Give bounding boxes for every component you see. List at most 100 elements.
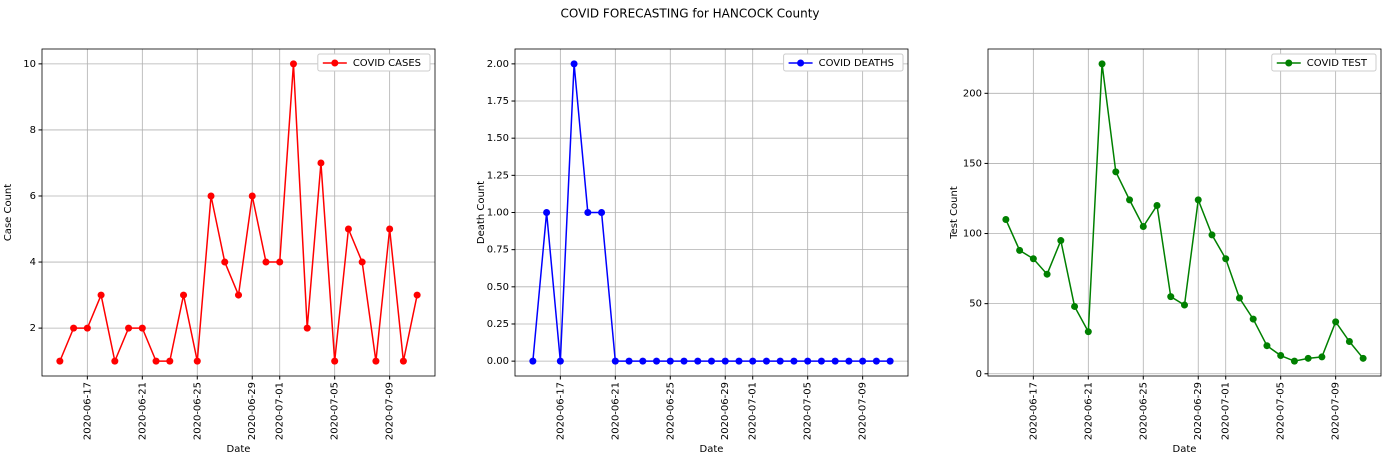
data-point bbox=[331, 357, 339, 365]
x-tick-label: 2020-06-21 bbox=[137, 382, 148, 440]
data-point bbox=[1167, 293, 1175, 301]
y-tick-label: 2 bbox=[30, 323, 36, 334]
x-tick-label: 2020-07-05 bbox=[803, 382, 814, 440]
data-point bbox=[399, 357, 407, 365]
plot-frame bbox=[987, 48, 1382, 377]
data-point bbox=[166, 357, 174, 365]
x-tick-label: 2020-06-29 bbox=[720, 382, 731, 440]
legend: COVID DEATHS bbox=[783, 53, 904, 72]
y-axis-label: Case Count bbox=[3, 184, 14, 241]
data-point bbox=[1345, 338, 1353, 346]
data-point bbox=[1208, 231, 1216, 239]
data-point bbox=[152, 357, 160, 365]
y-tick-label: 0.50 bbox=[487, 282, 509, 293]
data-point bbox=[1181, 301, 1188, 309]
y-tick-label: 6 bbox=[30, 191, 36, 202]
y-tick-label: 150 bbox=[963, 158, 982, 169]
data-point bbox=[817, 357, 825, 365]
data-line bbox=[1005, 63, 1364, 362]
x-tick-label: 2020-06-21 bbox=[610, 382, 621, 440]
data-point bbox=[1194, 196, 1202, 204]
data-point bbox=[1235, 294, 1243, 302]
data-point bbox=[1029, 255, 1037, 263]
y-tick-label: 4 bbox=[30, 257, 36, 268]
legend-label: COVID DEATHS bbox=[819, 58, 894, 69]
x-tick-label: 2020-06-25 bbox=[1138, 382, 1149, 440]
x-tick-label: 2020-07-09 bbox=[385, 382, 396, 440]
data-point bbox=[1112, 168, 1120, 176]
data-point bbox=[344, 225, 352, 233]
legend-marker bbox=[331, 59, 339, 67]
data-point bbox=[611, 357, 619, 365]
data-point bbox=[1002, 216, 1010, 224]
data-point bbox=[372, 357, 380, 365]
data-point bbox=[1016, 246, 1024, 254]
legend: COVID CASES bbox=[317, 53, 431, 72]
x-axis-label: Date bbox=[700, 444, 724, 455]
y-tick-label: 0.00 bbox=[487, 356, 509, 367]
data-point bbox=[529, 357, 537, 365]
legend-marker bbox=[1285, 59, 1293, 67]
data-point bbox=[248, 192, 256, 200]
data-point bbox=[886, 357, 894, 365]
data-point bbox=[625, 357, 633, 365]
data-point bbox=[584, 209, 592, 216]
x-tick-label: 2020-06-25 bbox=[192, 382, 203, 440]
data-point bbox=[859, 357, 867, 365]
data-point bbox=[543, 209, 551, 216]
y-tick-label: 0.25 bbox=[487, 319, 509, 330]
data-point bbox=[235, 291, 242, 299]
y-tick-label: 8 bbox=[30, 125, 36, 136]
data-point bbox=[56, 357, 64, 365]
data-point bbox=[193, 357, 201, 365]
y-tick-label: 1.50 bbox=[487, 133, 509, 144]
legend-box bbox=[1271, 53, 1377, 72]
data-point bbox=[386, 225, 394, 233]
figure-title: COVID FORECASTING for HANCOCK County bbox=[561, 7, 820, 21]
y-axis-label: Test Count bbox=[949, 186, 960, 240]
plot-frame bbox=[514, 48, 909, 377]
data-point bbox=[1263, 342, 1271, 350]
x-tick-label: 2020-06-21 bbox=[1083, 382, 1094, 440]
data-point bbox=[1304, 354, 1312, 362]
x-tick-label: 2020-07-05 bbox=[1276, 382, 1287, 440]
data-point bbox=[138, 324, 146, 332]
x-tick-label: 2020-07-05 bbox=[330, 382, 341, 440]
data-point bbox=[413, 291, 421, 299]
x-tick-label: 2020-06-17 bbox=[555, 382, 566, 440]
data-point bbox=[1098, 60, 1106, 68]
data-point bbox=[207, 192, 215, 200]
data-point bbox=[358, 258, 366, 266]
y-tick-label: 100 bbox=[963, 229, 982, 240]
y-tick-label: 1.25 bbox=[487, 170, 509, 181]
legend: COVID TEST bbox=[1271, 53, 1377, 72]
y-axis-label: Death Count bbox=[476, 181, 487, 244]
legend-label: COVID TEST bbox=[1307, 58, 1368, 69]
x-tick-label: 2020-07-09 bbox=[858, 382, 869, 440]
data-point bbox=[1126, 196, 1134, 204]
x-axis-label: Date bbox=[1173, 444, 1197, 455]
x-tick-label: 2020-06-17 bbox=[1028, 382, 1039, 440]
data-point bbox=[845, 357, 853, 365]
data-point bbox=[556, 357, 564, 365]
data-point bbox=[776, 357, 784, 365]
data-point bbox=[1290, 357, 1298, 365]
data-point bbox=[749, 357, 757, 365]
legend-marker bbox=[797, 59, 805, 67]
data-point bbox=[125, 324, 133, 332]
x-axis-label: Date bbox=[227, 444, 251, 455]
data-point bbox=[708, 357, 715, 365]
x-tick-label: 2020-06-29 bbox=[247, 382, 258, 440]
data-point bbox=[872, 357, 880, 365]
data-point bbox=[83, 324, 91, 332]
data-point bbox=[1057, 237, 1065, 245]
legend-box bbox=[317, 53, 431, 72]
data-point bbox=[1071, 302, 1079, 310]
data-point bbox=[1277, 352, 1285, 360]
y-tick-label: 1.00 bbox=[487, 208, 509, 219]
data-point bbox=[598, 209, 606, 216]
data-point bbox=[762, 357, 770, 365]
y-tick-label: 200 bbox=[963, 88, 982, 99]
y-tick-label: 0.75 bbox=[487, 245, 509, 256]
